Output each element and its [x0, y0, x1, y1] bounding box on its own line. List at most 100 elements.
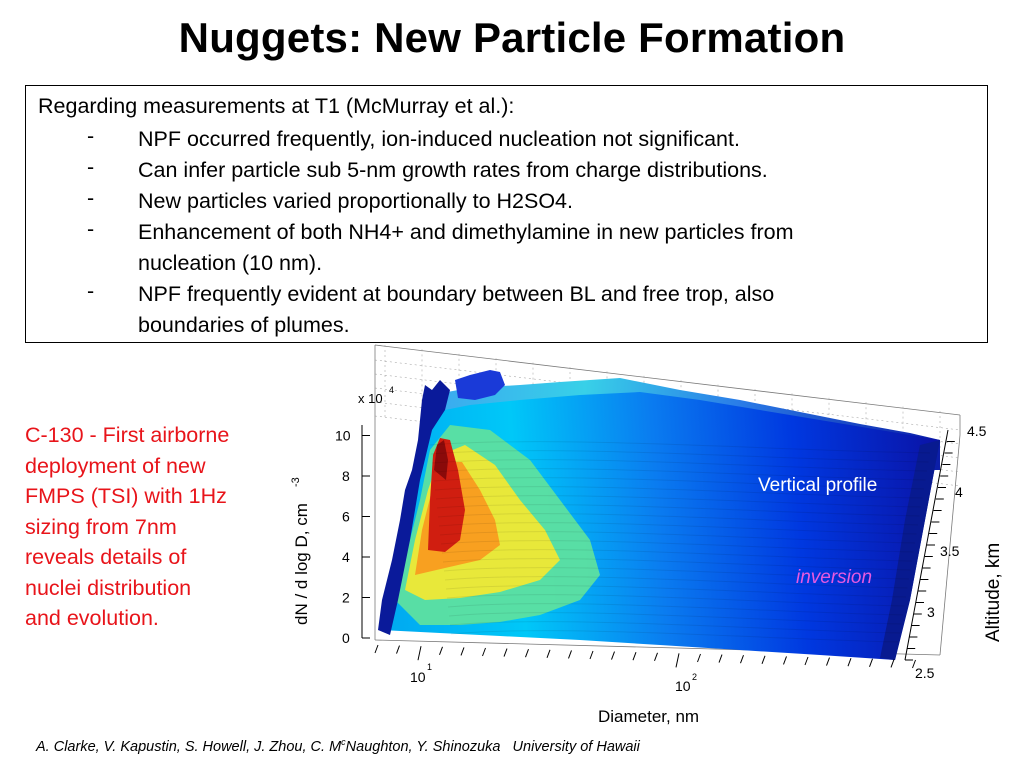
surface-streak	[449, 621, 901, 634]
y-axis-line	[904, 429, 949, 661]
x-tick	[826, 657, 830, 666]
z-tick-label: 6	[342, 509, 350, 525]
surface-top-spike	[455, 370, 505, 400]
surface-streak	[434, 486, 923, 499]
x-tick	[654, 652, 658, 661]
side-note-line: C-130 - First airborne	[25, 423, 230, 447]
side-note-line: deployment of new	[25, 453, 206, 478]
frame-line	[374, 344, 961, 416]
side-note-line: sizing from 7nm	[25, 514, 177, 539]
surface-streak	[439, 531, 916, 544]
surface-dark-red-peak	[434, 440, 448, 480]
bullet-text: Can infer particle sub 5-nm growth rates…	[138, 155, 768, 186]
surface-streak	[448, 612, 902, 625]
bullet-text: NPF occurred frequently, ion-induced nuc…	[138, 124, 740, 155]
y-axis-label: Altitude, km	[983, 543, 1004, 642]
bullet-text: Enhancement of both NH4+ and dimethylami…	[138, 217, 794, 279]
surface-streak	[441, 549, 913, 562]
slide-title: Nuggets: New Particle Formation	[178, 14, 846, 61]
x-tick-label: 10	[410, 669, 426, 685]
surface-streak	[443, 567, 910, 580]
x-axis-label: Diameter, nm	[598, 707, 699, 726]
y-tick-label: 2.5	[915, 665, 935, 681]
findings-intro: Regarding measurements at T1 (McMurray e…	[38, 94, 515, 118]
x-axis-ticks	[374, 644, 916, 669]
bullet-text-line: boundaries of plumes.	[138, 313, 350, 337]
side-note-line: reveals details of	[25, 545, 187, 569]
grid-line	[374, 359, 961, 431]
bullet-dash: -	[87, 279, 95, 303]
x-tick	[439, 646, 443, 655]
footer-authors-cont: Naughton, Y. Shinozuka	[345, 738, 501, 755]
x-tick	[396, 645, 400, 654]
surface-streak	[435, 495, 922, 508]
surface-right-edge	[880, 440, 940, 660]
surface-streak	[436, 504, 920, 517]
footer-affiliation: University of Hawaii	[512, 738, 640, 755]
y-tick-label: 4.5	[967, 423, 987, 439]
surface-streak	[438, 522, 917, 535]
bullet-text: New particles varied proportionally to H…	[138, 186, 573, 217]
surface-streak	[442, 558, 911, 571]
bullet-dash: -	[87, 124, 95, 148]
surface-streak	[433, 477, 925, 490]
footer-credits: A. Clarke, V. Kapustin, S. Howell, J. Zh…	[36, 737, 640, 755]
bullet-dash: -	[87, 186, 95, 210]
z-axis-scale-exponent: 4	[389, 385, 394, 395]
side-note-line: FMPS (TSI) with 1Hz	[25, 484, 227, 508]
surface-streak	[446, 594, 905, 607]
vertical-profile-annotation: Vertical profile	[758, 475, 877, 496]
x-tick	[568, 650, 572, 659]
x-tick-label: 10	[675, 678, 691, 694]
x-tick-label-exponent: 1	[427, 662, 432, 672]
y-axis: 2.5 3 3.5 4 4.5	[904, 423, 987, 681]
side-note-line: and evolution.	[25, 606, 159, 630]
x-tick	[869, 658, 873, 667]
x-tick	[417, 646, 422, 661]
surface-streak	[440, 540, 914, 553]
footer-authors-superscript: c	[341, 737, 346, 747]
x-tick	[546, 649, 551, 658]
y-tick-label: 4	[955, 484, 963, 500]
y-tick-label: 3	[927, 604, 935, 620]
bullet-text-line: nucleation (10 nm).	[138, 251, 323, 275]
z-tick-label: 2	[342, 590, 350, 606]
inversion-annotation: inversion	[796, 567, 872, 588]
z-axis-scale-base: x 10	[358, 391, 383, 406]
bullet-text-line: New particles varied proportionally to H…	[138, 189, 573, 213]
y-tick-label: 3.5	[940, 543, 960, 559]
x-tick-label-exponent: 2	[692, 672, 697, 682]
z-tick-label: 0	[342, 630, 350, 646]
x-tick	[783, 656, 787, 665]
bullet-text-line: Enhancement of both NH4+ and dimethylami…	[138, 220, 794, 244]
x-tick	[632, 652, 637, 661]
side-note: C-130 - First airborne deployment of new F…	[25, 420, 280, 634]
z-axis-label-exponent: -3	[290, 477, 302, 487]
x-tick	[589, 650, 594, 660]
footer-authors: A. Clarke, V. Kapustin, S. Howell, J. Zh…	[36, 738, 342, 755]
bullet-text-line: NPF occurred frequently, ion-induced nuc…	[138, 127, 740, 151]
z-axis-label: dN / d log D, cm	[292, 503, 311, 625]
bullet-dash: -	[87, 155, 95, 179]
surface-streak	[431, 459, 928, 472]
surface-streak	[432, 468, 926, 481]
x-tick	[525, 649, 529, 658]
side-note-line: nuclei distribution	[25, 575, 192, 600]
z-tick-label: 10	[335, 428, 351, 444]
surface-streak	[447, 603, 904, 616]
z-tick-label: 8	[342, 468, 350, 484]
x-tick	[460, 647, 465, 656]
x-tick	[697, 653, 701, 663]
surface-streak	[430, 450, 929, 463]
surface-streak	[444, 576, 908, 589]
findings-text-box: Regarding measurements at T1 (McMurray e…	[25, 85, 988, 343]
x-tick	[482, 647, 486, 657]
bullet-text: NPF frequently evident at boundary betwe…	[138, 279, 774, 341]
x-tick	[611, 651, 615, 660]
surface-streak	[429, 441, 931, 454]
x-tick	[912, 659, 916, 669]
x-tick	[374, 644, 379, 654]
x-tick	[890, 659, 895, 668]
x-tick	[675, 653, 680, 668]
